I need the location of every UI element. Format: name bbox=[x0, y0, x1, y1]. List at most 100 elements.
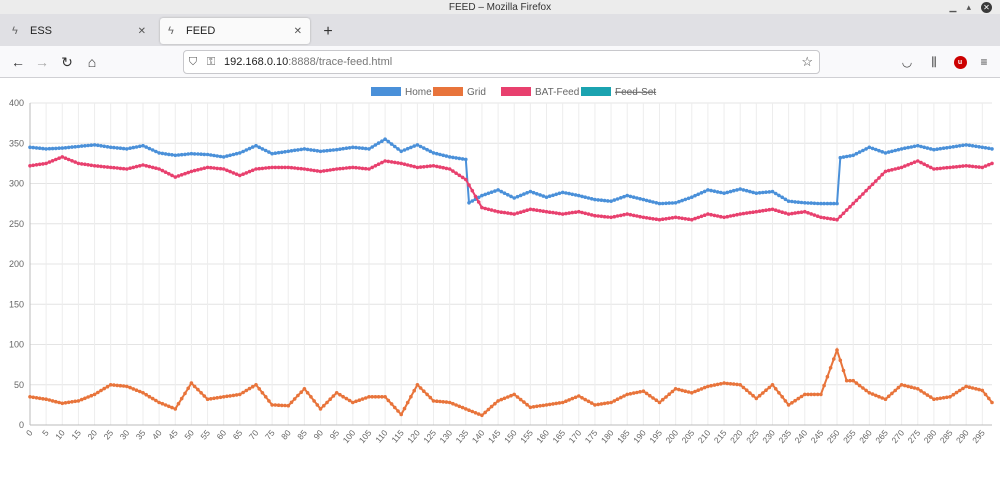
data-point-grid bbox=[509, 393, 513, 398]
home-icon[interactable]: ⌂ bbox=[87, 54, 97, 70]
data-point-home bbox=[435, 151, 439, 156]
data-point-home bbox=[693, 193, 697, 198]
data-point-grid bbox=[664, 395, 668, 399]
close-window-icon[interactable]: ✕ bbox=[981, 1, 992, 13]
data-point-bat-feed bbox=[92, 164, 97, 168]
data-point-bat-feed bbox=[515, 211, 520, 215]
data-point-home bbox=[809, 201, 813, 205]
data-point-home bbox=[806, 201, 810, 205]
data-point-home bbox=[822, 201, 826, 206]
data-point-grid bbox=[83, 396, 87, 401]
data-point-bat-feed bbox=[299, 166, 304, 171]
data-point-home bbox=[651, 200, 655, 204]
data-point-bat-feed bbox=[360, 166, 365, 171]
data-point-grid bbox=[599, 402, 604, 406]
data-point-bat-feed bbox=[286, 165, 291, 170]
data-point-grid bbox=[677, 387, 681, 392]
data-point-home bbox=[512, 196, 516, 200]
data-point-grid bbox=[844, 378, 849, 383]
data-point-bat-feed bbox=[731, 213, 736, 218]
data-point-home bbox=[360, 146, 365, 150]
data-point-grid bbox=[196, 387, 200, 392]
close-tab-icon[interactable]: ✕ bbox=[293, 25, 302, 37]
legend: Home Grid BAT-Feed Feed-Set bbox=[371, 87, 656, 98]
data-point-grid bbox=[418, 386, 423, 390]
data-point-home bbox=[60, 146, 65, 150]
library-icon[interactable]: ⫼ bbox=[931, 54, 937, 69]
data-point-bat-feed bbox=[467, 183, 471, 187]
data-point-grid bbox=[134, 388, 139, 393]
data-point-home bbox=[515, 194, 520, 199]
data-point-bat-feed bbox=[683, 217, 688, 221]
data-point-grid bbox=[512, 392, 516, 397]
data-point-home bbox=[815, 201, 820, 206]
data-point-grid bbox=[360, 397, 365, 401]
data-point-grid bbox=[619, 395, 623, 400]
data-point-grid bbox=[541, 403, 546, 408]
data-point-grid bbox=[183, 391, 187, 396]
data-point-bat-feed bbox=[577, 209, 581, 214]
data-point-grid bbox=[86, 395, 90, 399]
tab-feed[interactable]: ϟ FEED ✕ bbox=[160, 18, 310, 44]
data-point-grid bbox=[922, 391, 926, 395]
data-point-home bbox=[73, 145, 77, 149]
data-point-grid bbox=[612, 399, 617, 403]
data-point-home bbox=[660, 201, 665, 206]
data-point-grid bbox=[425, 392, 429, 397]
data-point-grid bbox=[344, 396, 349, 401]
minimize-icon[interactable]: ▁ bbox=[949, 2, 957, 12]
data-point-home bbox=[451, 155, 455, 160]
data-point-bat-feed bbox=[586, 212, 591, 216]
x-tick-label: 240 bbox=[793, 428, 810, 446]
data-point-home bbox=[702, 189, 707, 194]
url-bar[interactable]: ⛉ ⚿ 192.168.0.10:8888/trace-feed.html ☆ bbox=[183, 50, 820, 74]
data-point-bat-feed bbox=[744, 211, 749, 215]
data-point-home bbox=[118, 146, 123, 150]
tab-ess[interactable]: ϟ ESS ✕ bbox=[4, 18, 154, 44]
data-point-home bbox=[551, 193, 555, 198]
x-tick-label: 230 bbox=[760, 428, 777, 446]
data-point-bat-feed bbox=[612, 214, 617, 219]
star-icon[interactable]: ☆ bbox=[801, 54, 813, 69]
close-tab-icon[interactable]: ✕ bbox=[137, 25, 146, 37]
data-point-bat-feed bbox=[396, 161, 400, 165]
new-tab-button[interactable]: + bbox=[323, 23, 333, 40]
data-point-home bbox=[980, 145, 985, 150]
shield-icon[interactable]: ⛉ bbox=[188, 55, 198, 68]
data-point-grid bbox=[292, 397, 297, 401]
ublock-badge: u bbox=[953, 55, 967, 69]
data-point-grid bbox=[373, 395, 378, 399]
data-point-home bbox=[496, 188, 500, 192]
pocket-icon[interactable]: ◡ bbox=[901, 55, 913, 69]
arrow-left-icon[interactable]: ← bbox=[11, 54, 25, 70]
data-point-grid bbox=[528, 405, 533, 410]
data-point-home bbox=[183, 152, 187, 157]
data-point-bat-feed bbox=[444, 166, 449, 171]
data-point-home bbox=[899, 147, 904, 151]
x-tick-label: 210 bbox=[696, 428, 713, 446]
data-point-bat-feed bbox=[483, 206, 488, 211]
maximize-icon[interactable]: ▴ bbox=[966, 2, 971, 12]
data-point-home bbox=[276, 150, 281, 155]
x-tick-label: 225 bbox=[744, 428, 761, 446]
data-point-home bbox=[935, 147, 939, 151]
insecure-lock-icon[interactable]: ⚿ bbox=[206, 55, 216, 68]
data-point-bat-feed bbox=[438, 165, 442, 169]
data-point-bat-feed bbox=[131, 165, 136, 170]
data-point-bat-feed bbox=[66, 157, 71, 162]
data-point-home bbox=[625, 193, 629, 198]
arrow-right-icon[interactable]: → bbox=[35, 54, 49, 70]
data-point-grid bbox=[622, 394, 626, 398]
data-point-bat-feed bbox=[451, 169, 455, 173]
data-point-home bbox=[228, 153, 232, 158]
data-point-bat-feed bbox=[334, 167, 339, 171]
data-point-grid bbox=[751, 393, 755, 398]
series-layer bbox=[28, 137, 994, 418]
reload-icon[interactable]: ↻ bbox=[61, 53, 73, 70]
ublock-icon[interactable]: u bbox=[950, 52, 970, 72]
x-tick-label: 25 bbox=[101, 428, 115, 442]
data-point-grid bbox=[128, 385, 132, 390]
data-point-grid bbox=[457, 404, 462, 409]
data-point-home bbox=[790, 199, 794, 204]
hamburger-menu-icon[interactable]: ≡ bbox=[980, 55, 988, 69]
